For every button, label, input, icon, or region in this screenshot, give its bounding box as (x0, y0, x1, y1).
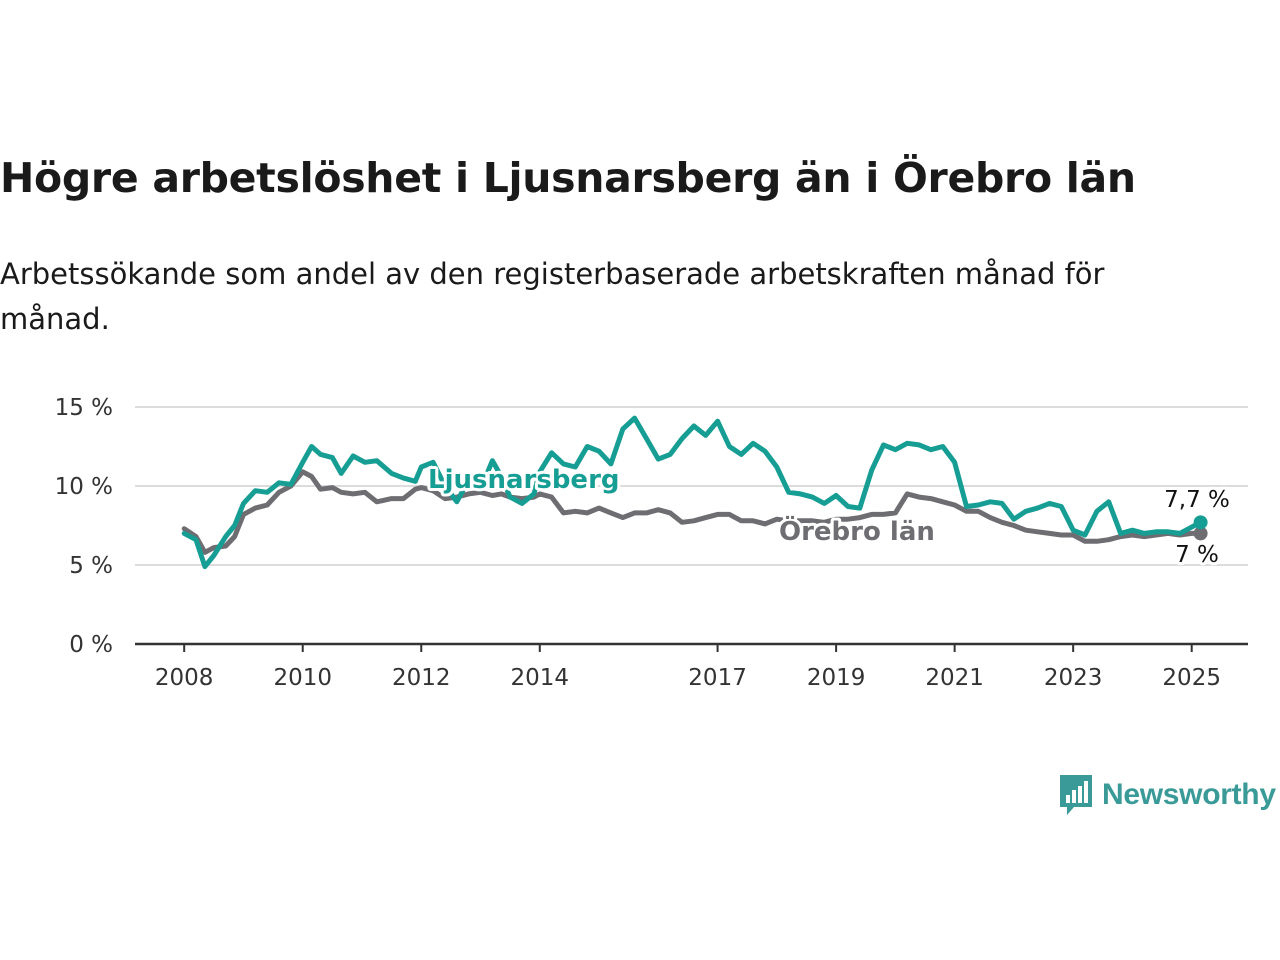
chart-subtitle: Arbetssökande som andel av den registerb… (0, 257, 1105, 336)
end-value-label-ljusnarsberg-halo: 7,7 % (1164, 487, 1230, 513)
y-tick-label: 15 % (55, 395, 113, 421)
series-line-orebro-lan (181, 469, 1204, 555)
series-label-orebro-lan: Örebro län (779, 514, 935, 547)
brand-name: Newsworthy (1102, 778, 1276, 811)
series-lines (181, 415, 1208, 570)
chart-title: Högre arbetslöshet i Ljusnarsberg än i Ö… (0, 154, 1136, 202)
x-tick-label: 2023 (1044, 665, 1103, 691)
y-tick-label: 10 % (55, 474, 113, 500)
x-tick-label: 2025 (1162, 665, 1221, 691)
end-value-label-orebro-lan: 7 % (1175, 542, 1219, 568)
x-axis: 2008 2010 2012 2014 2017 2019 2021 2023 2025 (135, 642, 1248, 691)
y-axis-ticks: 0 % 5 % 10 % 15 % (55, 395, 113, 658)
series-label-ljusnarsberg-halo: Ljusnarsberg (428, 465, 620, 495)
x-tick-label: 2017 (688, 665, 747, 691)
series-label-orebro-lan-halo: Örebro län (779, 514, 935, 547)
x-tick-label: 2014 (511, 665, 570, 691)
newsworthy-logo-icon (1060, 775, 1092, 815)
series-end-point (1193, 515, 1208, 530)
end-value-label-orebro-lan-halo: 7 % (1175, 542, 1219, 568)
x-tick-label: 2021 (925, 665, 984, 691)
y-tick-label: 5 % (69, 553, 113, 579)
series-label-ljusnarsberg: Ljusnarsberg (428, 465, 620, 495)
series-end-point (1193, 526, 1208, 541)
x-tick-label: 2019 (807, 665, 866, 691)
series-line-ljusnarsberg (181, 415, 1204, 570)
brand-logo: Newsworthy (1058, 772, 1276, 818)
x-tick-label: 2010 (273, 665, 332, 691)
end-value-label-ljusnarsberg: 7,7 % (1164, 487, 1230, 513)
x-tick-label: 2012 (392, 665, 451, 691)
y-tick-label: 0 % (69, 632, 113, 658)
x-tick-label: 2008 (155, 665, 214, 691)
